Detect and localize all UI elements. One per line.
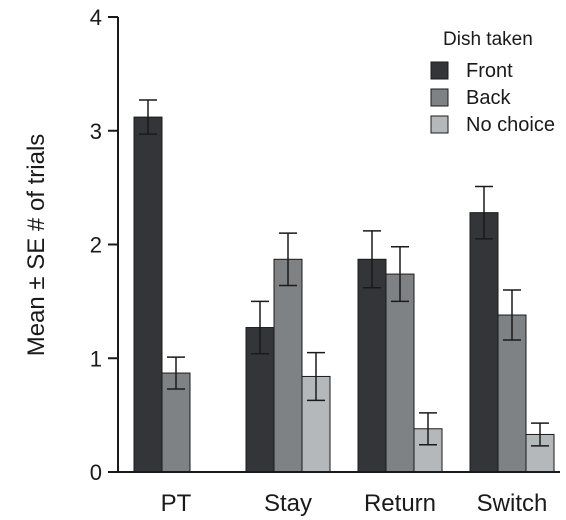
bar-return-front <box>357 258 387 473</box>
errorbar-return-front <box>363 230 381 289</box>
errorbar-switch-back <box>503 289 521 341</box>
y-tick-label-2: 2 <box>90 233 102 258</box>
errorbar-stay-front <box>251 300 269 355</box>
y-tick-label-1: 1 <box>90 346 102 371</box>
errorbar-stay-back <box>279 232 297 287</box>
bar-pt-front <box>133 116 163 473</box>
error-bars-group <box>139 99 549 447</box>
errorbar-stay-no-choice <box>307 351 325 402</box>
category-label-switch: Switch <box>477 490 548 517</box>
category-label-return: Return <box>364 490 436 517</box>
category-label-pt: PT <box>161 490 192 517</box>
legend-label-no-choice: No choice <box>466 114 555 136</box>
y-ticks-group: 0 1 2 3 4 <box>90 5 118 485</box>
errorbar-switch-no-choice <box>531 422 549 447</box>
legend: Dish taken Front Back No choice <box>430 29 555 136</box>
bar-return-back <box>385 273 415 473</box>
y-tick-label-4: 4 <box>90 5 102 30</box>
errorbar-switch-front <box>475 185 493 240</box>
y-tick-label-3: 3 <box>90 119 102 144</box>
legend-title: Dish taken <box>443 29 533 50</box>
errorbar-return-no-choice <box>419 412 437 446</box>
y-tick-label-0: 0 <box>90 460 102 485</box>
bar-return-no-choice <box>413 428 443 473</box>
legend-swatch-no-choice <box>430 115 449 134</box>
errorbar-pt-back <box>167 356 185 390</box>
errorbar-pt-front <box>139 99 157 135</box>
category-labels-group: PT Stay Return Switch <box>161 490 548 517</box>
bar-switch-front <box>469 212 499 473</box>
y-axis-label: Mean ± SE # of trials <box>23 134 50 357</box>
legend-swatch-front <box>430 61 449 80</box>
legend-swatch-back <box>430 88 449 107</box>
category-label-stay: Stay <box>264 490 312 517</box>
bar-stay-back <box>273 258 303 473</box>
errorbar-return-back <box>391 246 409 303</box>
bars-group <box>133 116 555 473</box>
legend-label-front: Front <box>466 60 513 82</box>
legend-label-back: Back <box>466 87 511 109</box>
